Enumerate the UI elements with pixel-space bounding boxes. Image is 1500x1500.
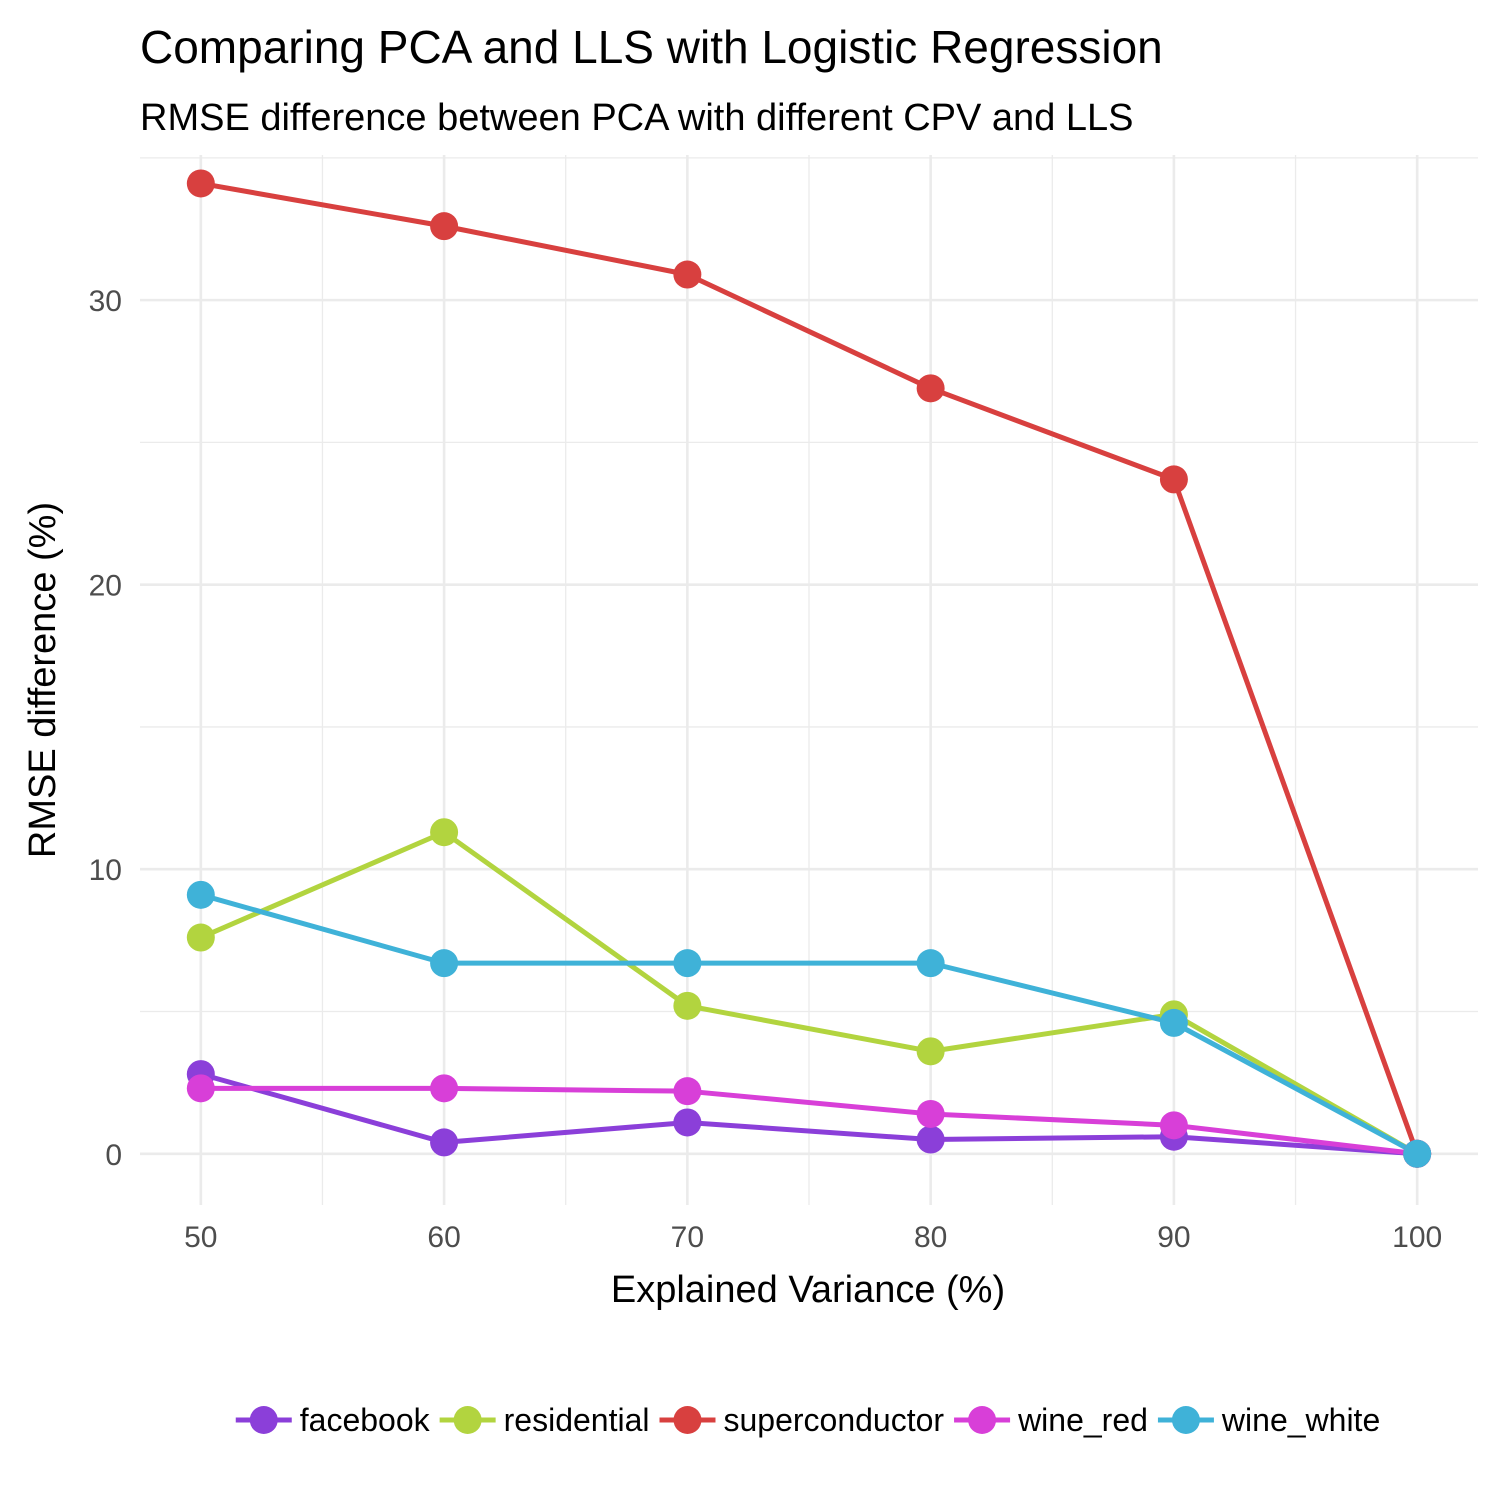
data-point-residential <box>186 923 215 952</box>
data-point-superconductor <box>186 169 215 198</box>
legend-item-wine_white: wine_white <box>1157 1402 1380 1438</box>
x-tick-label: 60 <box>427 1221 460 1254</box>
series-line-wine_red <box>198 1085 1420 1157</box>
data-point-wine_white <box>186 880 215 909</box>
legend-label: facebook <box>300 1402 431 1438</box>
legend-item-superconductor: superconductor <box>659 1402 944 1438</box>
series-line-superconductor <box>198 180 1420 1157</box>
data-point-wine_white <box>430 949 459 978</box>
chart-title: Comparing PCA and LLS with Logistic Regr… <box>140 21 1163 73</box>
data-point-wine_white <box>916 949 945 978</box>
data-point-wine_red <box>186 1074 215 1103</box>
data-point-facebook <box>916 1125 945 1154</box>
data-point-wine_white <box>1403 1139 1432 1168</box>
series-line-residential <box>198 829 1420 1157</box>
x-tick-label: 80 <box>914 1221 947 1254</box>
y-tick-label: 0 <box>105 1139 122 1172</box>
data-point-superconductor <box>916 374 945 403</box>
data-point-wine_white <box>1159 1008 1188 1037</box>
legend-label: wine_red <box>1017 1402 1148 1438</box>
grid <box>140 155 1478 1205</box>
data-point-superconductor <box>673 260 702 289</box>
legend-key-point <box>453 1406 482 1434</box>
data-point-wine_red <box>430 1074 459 1103</box>
series-line-facebook <box>198 1071 1420 1157</box>
data-point-residential <box>916 1037 945 1066</box>
legend-key-point <box>968 1406 997 1434</box>
legend-key-point <box>1171 1406 1200 1434</box>
axis-ticks: 50 60 70 80 90 100 0 10 20 30 <box>89 285 1443 1254</box>
series-points <box>186 169 1432 1168</box>
legend-item-facebook: facebook <box>235 1402 431 1438</box>
legend-label: residential <box>504 1402 650 1438</box>
y-tick-label: 30 <box>89 285 122 318</box>
x-tick-label: 100 <box>1392 1221 1442 1254</box>
y-axis-title: RMSE difference (%) <box>22 502 64 858</box>
legend-item-residential: residential <box>439 1402 650 1438</box>
legend-key-point <box>673 1406 702 1434</box>
legend-key-point <box>249 1406 278 1434</box>
y-tick-label: 20 <box>89 570 122 603</box>
data-point-facebook <box>430 1128 459 1157</box>
legend: facebook residential superconductor wine_re… <box>235 1402 1380 1438</box>
y-tick-label: 10 <box>89 854 122 887</box>
data-point-facebook <box>673 1108 702 1137</box>
series-lines <box>198 180 1420 1157</box>
data-point-superconductor <box>1159 465 1188 494</box>
data-point-wine_red <box>916 1099 945 1128</box>
data-point-superconductor <box>430 212 459 241</box>
series-line-wine_white <box>198 892 1420 1157</box>
data-point-wine_white <box>673 949 702 978</box>
x-tick-label: 50 <box>184 1221 217 1254</box>
chart-subtitle: RMSE difference between PCA with differe… <box>140 97 1134 139</box>
data-point-wine_red <box>1159 1111 1188 1140</box>
x-tick-label: 90 <box>1157 1221 1190 1254</box>
legend-item-wine_red: wine_red <box>954 1402 1148 1438</box>
data-point-residential <box>673 991 702 1020</box>
data-point-residential <box>430 818 459 847</box>
x-tick-label: 70 <box>671 1221 704 1254</box>
legend-label: wine_white <box>1221 1402 1380 1438</box>
x-axis-title: Explained Variance (%) <box>611 1269 1005 1311</box>
legend-label: superconductor <box>723 1402 944 1438</box>
data-point-wine_red <box>673 1077 702 1106</box>
